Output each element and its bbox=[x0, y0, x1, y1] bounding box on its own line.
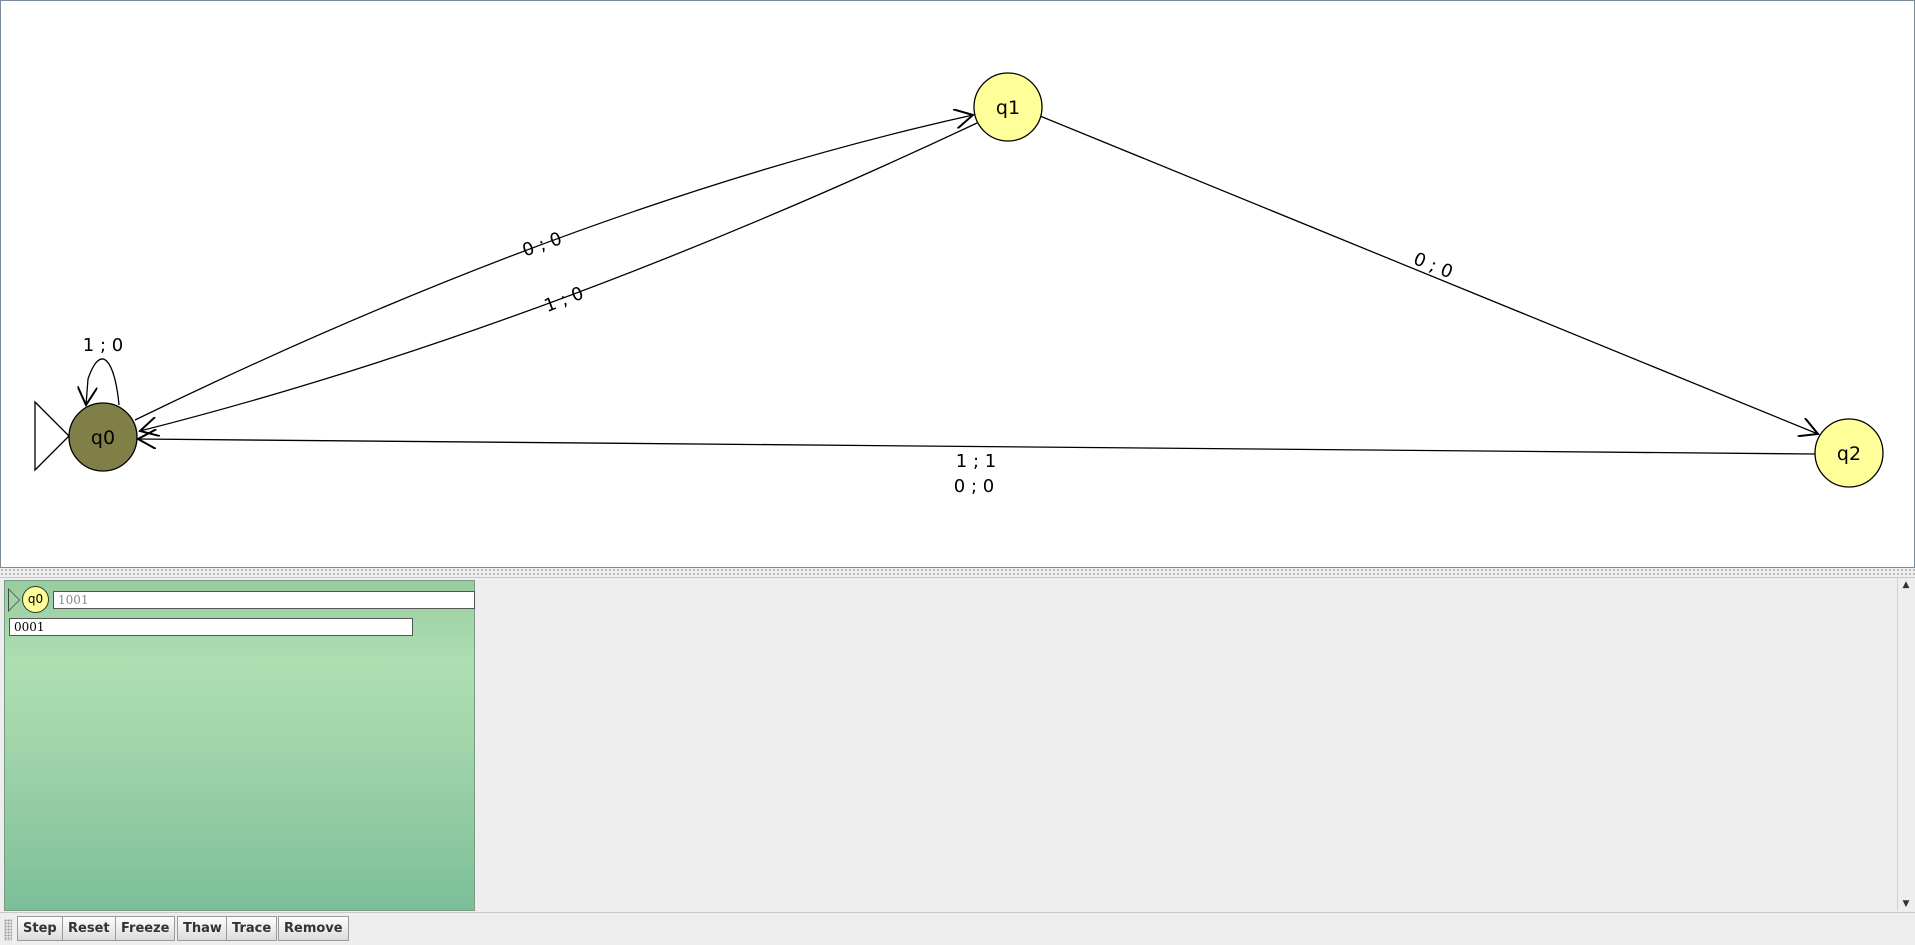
simulation-panel: q0 1001 0001 ▲ ▼ bbox=[0, 577, 1915, 912]
transition-q0-q1[interactable] bbox=[134, 115, 973, 421]
transition-label-q2-q0-1[interactable]: 1 ; 1 bbox=[956, 451, 996, 472]
transition-q2-q0[interactable] bbox=[138, 439, 1816, 455]
freeze-button[interactable]: Freeze bbox=[115, 916, 176, 941]
state-q2[interactable]: q2 bbox=[1814, 418, 1884, 488]
automaton-diagram[interactable]: 1 ; 0 0 ; 0 1 ; 0 0 ; 0 1 ; 1 0 ; 0 q0 q… bbox=[1, 1, 1915, 569]
step-button[interactable]: Step bbox=[17, 916, 63, 941]
state-label-q0: q0 bbox=[91, 427, 115, 449]
vertical-scrollbar[interactable]: ▲ ▼ bbox=[1897, 578, 1914, 911]
split-pane-divider[interactable] bbox=[0, 568, 1915, 577]
state-q0[interactable]: q0 bbox=[68, 402, 138, 472]
toolbar-grip-icon[interactable] bbox=[4, 919, 12, 941]
arrow-up-icon[interactable]: ▲ bbox=[1902, 580, 1910, 590]
transition-label-q0-q0[interactable]: 1 ; 0 bbox=[83, 335, 123, 356]
initial-state-marker bbox=[8, 588, 20, 612]
trace-button[interactable]: Trace bbox=[226, 916, 278, 941]
reset-button[interactable]: Reset bbox=[62, 916, 116, 941]
configuration-card[interactable]: q0 1001 0001 bbox=[4, 580, 475, 911]
remaining-input-tape: 1001 bbox=[53, 591, 475, 609]
arrow-down-icon[interactable]: ▼ bbox=[1902, 899, 1910, 909]
state-label-q1: q1 bbox=[996, 97, 1020, 119]
transition-label-q2-q0-2[interactable]: 0 ; 0 bbox=[954, 476, 994, 497]
state-q1[interactable]: q1 bbox=[973, 72, 1043, 142]
transition-q1-q2[interactable] bbox=[1039, 115, 1818, 434]
transition-q1-q0[interactable] bbox=[140, 122, 978, 431]
thaw-button[interactable]: Thaw bbox=[177, 916, 228, 941]
config-state-badge: q0 bbox=[22, 586, 49, 613]
transition-q0-q0[interactable] bbox=[86, 358, 120, 405]
simulation-toolbar: Step Reset Freeze Thaw Trace Remove bbox=[0, 912, 1915, 945]
automaton-canvas[interactable]: 1 ; 0 0 ; 0 1 ; 0 0 ; 0 1 ; 1 0 ; 0 q0 q… bbox=[0, 0, 1915, 568]
initial-state-arrow bbox=[34, 400, 70, 472]
state-label-q2: q2 bbox=[1837, 443, 1861, 465]
transition-label-q0-q1[interactable]: 0 ; 0 bbox=[520, 228, 565, 261]
transition-label-q1-q0[interactable]: 1 ; 0 bbox=[541, 283, 586, 317]
remove-button[interactable]: Remove bbox=[278, 916, 349, 941]
transition-label-q1-q2[interactable]: 0 ; 0 bbox=[1410, 249, 1455, 284]
output-tape: 0001 bbox=[9, 618, 413, 636]
